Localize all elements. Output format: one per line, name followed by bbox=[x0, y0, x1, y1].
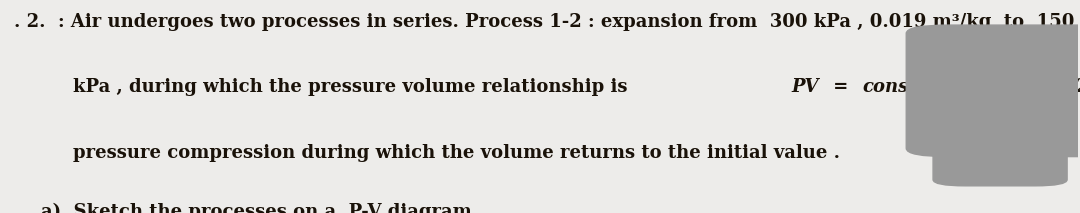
Text: PV: PV bbox=[792, 78, 819, 96]
Text: pressure compression during which the volume returns to the initial value .: pressure compression during which the vo… bbox=[73, 144, 840, 162]
Text: . process 2-3 : constant: . process 2-3 : constant bbox=[974, 78, 1080, 96]
FancyBboxPatch shape bbox=[933, 127, 1067, 186]
Text: constant: constant bbox=[862, 78, 949, 96]
FancyBboxPatch shape bbox=[906, 25, 1080, 157]
Text: =: = bbox=[826, 78, 854, 96]
Text: . 2.  : Air undergoes two processes in series. Process 1-2 : expansion from  300: . 2. : Air undergoes two processes in se… bbox=[14, 13, 1075, 31]
Text: a)  Sketch the processes on a  P-V diagram.: a) Sketch the processes on a P-V diagram… bbox=[41, 203, 478, 213]
Text: kPa , during which the pressure volume relationship is: kPa , during which the pressure volume r… bbox=[73, 78, 634, 96]
